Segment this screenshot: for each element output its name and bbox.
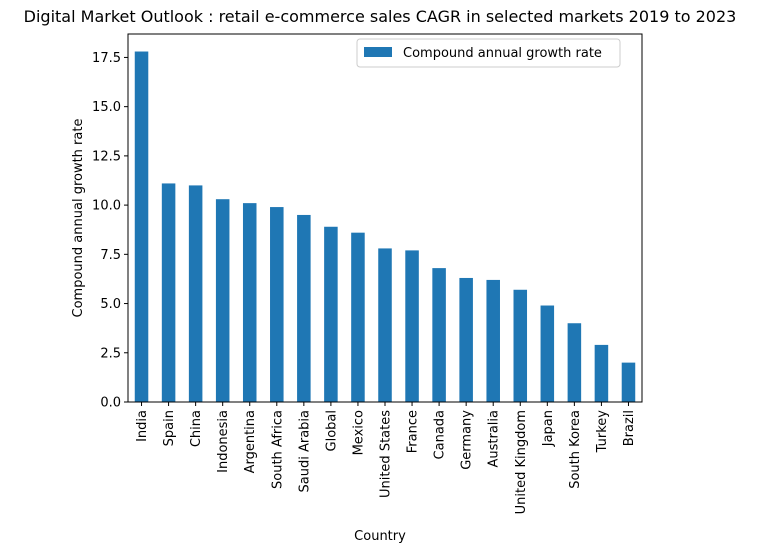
- y-axis-ticks: 0.0 2.5 5.0 7.5 10.0 12.5 15.0 17.5: [92, 51, 128, 411]
- bar-germany: [459, 277, 473, 402]
- y-tick-label: 2.5: [100, 346, 121, 361]
- x-tick-label: Japan: [541, 410, 556, 447]
- plot-area: 0.0 2.5 5.0 7.5 10.0 12.5 15.0 17.5 India Spain C…: [92, 33, 643, 514]
- bar-saudi-arabia: [297, 214, 311, 402]
- x-tick-label: India: [135, 410, 150, 442]
- y-tick-label: 15.0: [92, 100, 121, 115]
- legend-frame: [356, 38, 621, 68]
- x-tick-label: Saudi Arabia: [297, 410, 312, 493]
- bars-group: [134, 51, 636, 403]
- bar-japan: [540, 305, 555, 402]
- bar-brazil: [621, 362, 636, 402]
- x-tick-label: United States: [379, 410, 394, 498]
- x-axis-label: Country: [354, 529, 406, 544]
- axes-frame: [127, 33, 643, 403]
- bar-canada: [432, 268, 446, 402]
- bar-south-africa: [270, 207, 284, 402]
- bar-argentina: [242, 203, 257, 402]
- x-tick-label: Turkey: [595, 410, 610, 454]
- x-tick-label: South Africa: [270, 410, 285, 489]
- x-tick-label: Global: [324, 410, 339, 451]
- y-tick-label: 5.0: [100, 297, 121, 312]
- x-tick-label: Spain: [162, 410, 177, 446]
- bar-mexico: [351, 232, 365, 402]
- bar-united-kingdom: [513, 289, 528, 402]
- legend: Compound annual growth rate: [356, 38, 621, 68]
- x-tick-label: Australia: [487, 410, 502, 468]
- x-tick-label: Germany: [460, 410, 475, 470]
- legend-label: Compound annual growth rate: [403, 46, 602, 61]
- bar-global: [324, 226, 338, 402]
- bar-china: [188, 185, 203, 402]
- bar-indonesia: [215, 199, 230, 402]
- bar-australia: [486, 279, 500, 402]
- bar-france: [405, 250, 419, 402]
- x-tick-label: China: [189, 410, 204, 447]
- x-tick-label: Indonesia: [216, 410, 231, 473]
- y-tick-label: 12.5: [92, 149, 121, 164]
- x-tick-label: Brazil: [622, 410, 637, 446]
- bar-spain: [161, 183, 176, 402]
- bar-united-states: [378, 248, 392, 402]
- bar-turkey: [594, 344, 609, 402]
- y-tick-label: 7.5: [100, 248, 121, 263]
- legend-swatch: [364, 47, 392, 57]
- y-tick-label: 0.0: [100, 396, 121, 411]
- x-axis-ticks: India Spain China Indonesia Argentina South A…: [135, 402, 637, 514]
- x-tick-label: France: [406, 410, 421, 453]
- y-tick-label: 10.0: [92, 199, 121, 214]
- bar-india: [134, 51, 149, 403]
- chart-title: Digital Market Outlook : retail e-commer…: [24, 7, 737, 26]
- x-tick-label: South Korea: [568, 410, 583, 489]
- y-axis-label: Compound annual growth rate: [71, 119, 86, 318]
- x-tick-label: Mexico: [351, 410, 366, 455]
- x-tick-label: Argentina: [243, 410, 258, 473]
- y-tick-label: 17.5: [92, 51, 121, 66]
- x-tick-label: United Kingdom: [514, 410, 529, 514]
- x-tick-label: Canada: [433, 410, 448, 459]
- bar-south-korea: [567, 323, 582, 402]
